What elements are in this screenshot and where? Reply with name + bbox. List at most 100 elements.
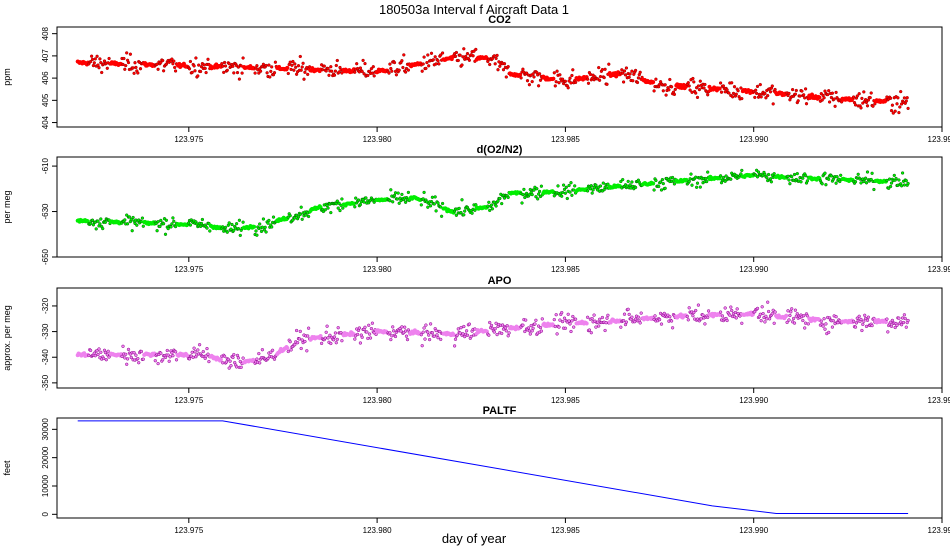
data-point (436, 336, 440, 340)
data-point (460, 63, 464, 67)
y-tick-label: 30000 (41, 418, 50, 441)
data-point (234, 222, 239, 226)
data-point (134, 65, 138, 70)
data-point (173, 69, 178, 73)
data-point (99, 350, 103, 354)
data-point (870, 171, 874, 175)
data-point (126, 60, 131, 65)
data-point (173, 350, 178, 354)
y-tick-label: -320 (41, 297, 50, 314)
data-point (554, 80, 558, 84)
data-point (337, 201, 341, 205)
data-point (488, 320, 492, 325)
data-point (123, 218, 127, 222)
data-point (694, 175, 698, 179)
data-point (489, 323, 494, 328)
data-point (532, 75, 536, 79)
data-point (454, 213, 459, 217)
data-point (525, 79, 530, 83)
data-point (739, 86, 743, 90)
data-point (99, 217, 103, 221)
data-point (834, 181, 838, 185)
data-point (341, 206, 345, 210)
data-point (225, 68, 229, 72)
data-point (628, 72, 632, 76)
data-point (326, 336, 330, 340)
data-point (560, 310, 564, 315)
data-point (198, 224, 203, 229)
data-point (435, 333, 439, 337)
data-point (357, 326, 362, 330)
data-point (92, 61, 96, 65)
data-point (167, 359, 171, 363)
data-point (834, 315, 838, 319)
data-point (265, 71, 269, 75)
data-point (864, 181, 869, 185)
data-point (523, 329, 527, 334)
x-tick-label: 123.980 (363, 526, 392, 535)
data-point (403, 329, 408, 333)
data-point (863, 313, 867, 317)
data-point (897, 178, 901, 182)
data-point (191, 355, 195, 360)
data-point (404, 334, 409, 338)
data-point (324, 330, 328, 334)
data-point (258, 222, 262, 226)
data-point (229, 364, 233, 368)
data-point (234, 365, 239, 369)
data-point (772, 321, 776, 325)
data-point (224, 360, 229, 364)
data-point (589, 331, 593, 335)
data-point (266, 221, 270, 225)
data-point (502, 62, 507, 66)
data-point (231, 355, 235, 360)
data-point (286, 71, 290, 76)
data-point (440, 51, 445, 55)
data-point (756, 95, 761, 99)
data-point (562, 187, 567, 192)
data-point (573, 184, 577, 188)
data-point (560, 77, 565, 81)
y-tick-label: 408 (41, 26, 50, 40)
data-point (687, 179, 691, 184)
data-point (889, 324, 894, 328)
data-point (523, 195, 527, 200)
data-point (664, 93, 668, 97)
data-point (759, 319, 763, 323)
data-point (524, 71, 529, 75)
data-point (788, 313, 792, 318)
data-point (459, 210, 463, 215)
data-point (685, 314, 689, 319)
data-point (432, 334, 436, 338)
data-point (426, 53, 430, 57)
data-point (859, 181, 863, 185)
data-point (690, 183, 694, 187)
data-point (694, 185, 699, 189)
data-point (299, 205, 303, 209)
data-point (539, 329, 544, 333)
data-point (190, 70, 194, 75)
data-point (422, 190, 426, 195)
data-point (138, 67, 143, 71)
data-point (139, 349, 144, 354)
data-point (153, 359, 157, 363)
data-point (253, 71, 257, 75)
data-point (859, 106, 863, 110)
data-point (97, 66, 101, 70)
data-point (161, 58, 165, 63)
data-point (125, 362, 129, 366)
data-point (787, 318, 791, 322)
data-point (238, 359, 242, 364)
data-point (533, 322, 537, 326)
data-point (300, 65, 304, 69)
data-point (639, 311, 643, 315)
data-point (660, 177, 665, 182)
data-point (390, 334, 394, 338)
data-point (688, 177, 692, 181)
data-point (97, 347, 101, 351)
data-point (536, 192, 541, 196)
data-point (659, 188, 664, 192)
data-point (870, 323, 874, 328)
data-point (838, 179, 842, 184)
data-point (425, 60, 429, 65)
